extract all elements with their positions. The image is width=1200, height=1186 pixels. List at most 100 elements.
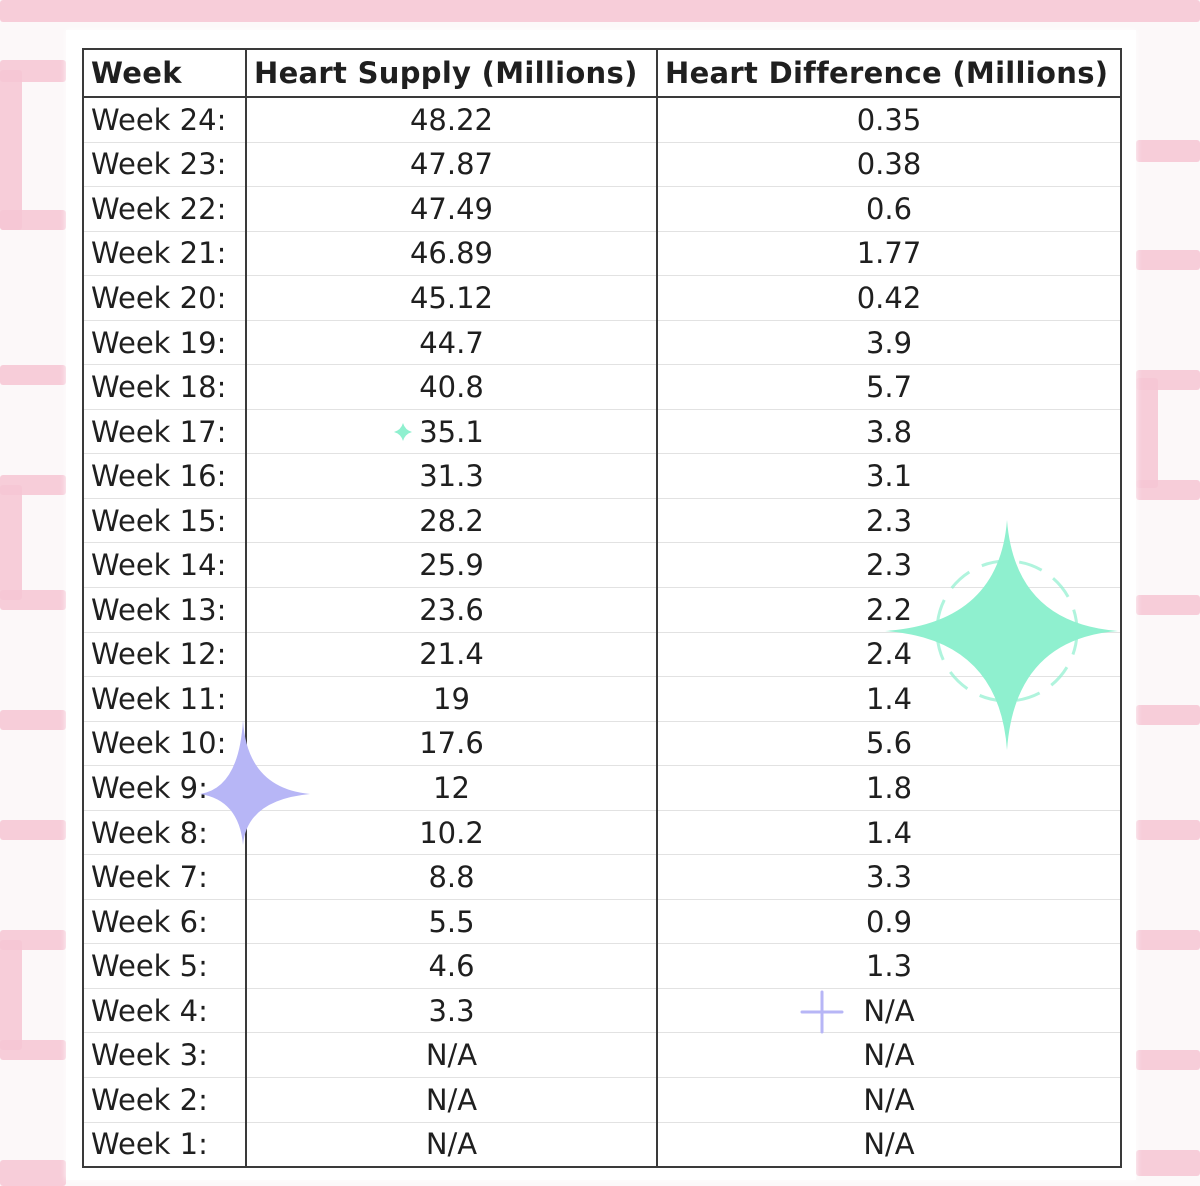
week-cell: Week 15: [82,498,247,544]
difference-cell: N/A [656,1077,1122,1123]
difference-cell: N/A [656,1122,1122,1169]
week-cell: Week 11: [82,676,247,722]
table-row: Week 21: 46.89 1.77 [82,231,1122,277]
week-cell: Week 13: [82,587,247,633]
header-heart-supply: Heart Supply (Millions) [245,48,658,98]
week-cell: Week 4: [82,988,247,1034]
difference-cell: 1.8 [656,765,1122,811]
table-row: Week 22: 47.49 0.6 [82,186,1122,232]
difference-cell: 0.38 [656,142,1122,188]
week-cell: Week 16: [82,453,247,499]
supply-cell: 31.3 [245,453,658,499]
sparkle-icon [885,520,1118,750]
table-row: Week 23: 47.87 0.38 [82,142,1122,188]
week-cell: Week 23: [82,142,247,188]
table-row: Week 3: N/A N/A [82,1032,1122,1079]
supply-cell: 47.49 [245,186,658,232]
table-row: Week 10: 17.6 5.6 [82,721,1122,767]
table-row: Week 5: 4.6 1.3 [82,943,1122,989]
difference-cell: 0.42 [656,275,1122,321]
supply-cell: 12 [245,765,658,811]
sparkle-icon [200,720,310,845]
difference-cell: 3.9 [656,320,1122,366]
supply-cell: 44.7 [245,320,658,366]
supply-cell: 40.8 [245,364,658,410]
supply-cell: 17.6 [245,721,658,767]
table-row: Week 1: N/A N/A [82,1122,1122,1169]
difference-cell: 1.3 [656,943,1122,989]
supply-cell: 47.87 [245,142,658,188]
difference-cell: 5.6 [656,721,1122,767]
week-cell: Week 3: [82,1032,247,1079]
difference-cell: 1.4 [656,676,1122,722]
supply-cell: 45.12 [245,275,658,321]
table-row: Week 17: 35.1 3.8 [82,409,1122,455]
difference-cell: 1.4 [656,810,1122,856]
week-cell: Week 8: [82,810,247,856]
week-cell: Week 18: [82,364,247,410]
table-header-row: Week Heart Supply (Millions) Heart Diffe… [82,48,1122,98]
supply-cell: 4.6 [245,943,658,989]
table-row: Week 6: 5.5 0.9 [82,899,1122,945]
week-cell: Week 19: [82,320,247,366]
sparkle-icon [394,423,412,441]
table-row: Week 20: 45.12 0.42 [82,275,1122,321]
difference-cell: 0.9 [656,899,1122,945]
table-row: Week 18: 40.8 5.7 [82,364,1122,410]
difference-cell: 3.8 [656,409,1122,455]
supply-cell: 5.5 [245,899,658,945]
week-cell: Week 2: [82,1077,247,1123]
table-row: Week 8: 10.2 1.4 [82,810,1122,856]
table-row: Week 15: 28.2 2.3 [82,498,1122,544]
header-heart-difference: Heart Difference (Millions) [656,48,1122,98]
difference-cell: N/A [656,1032,1122,1079]
difference-cell: 0.35 [656,97,1122,143]
table-row: Week 2: N/A N/A [82,1077,1122,1123]
table-row: Week 16: 31.3 3.1 [82,453,1122,499]
supply-cell: 46.89 [245,231,658,277]
week-cell: Week 20: [82,275,247,321]
supply-cell: 8.8 [245,854,658,900]
supply-cell: 23.6 [245,587,658,633]
table-row: Week 11: 19 1.4 [82,676,1122,722]
week-cell: Week 14: [82,542,247,589]
heart-supply-table: Week Heart Supply (Millions) Heart Diffe… [82,48,1122,1169]
difference-cell: 0.6 [656,186,1122,232]
week-cell: Week 1: [82,1122,247,1169]
difference-cell: 2.3 [656,498,1122,544]
supply-cell: 48.22 [245,97,658,143]
supply-cell: 35.1 [245,409,658,455]
week-cell: Week 21: [82,231,247,277]
supply-cell: 28.2 [245,498,658,544]
week-cell: Week 24: [82,97,247,143]
difference-cell: 3.3 [656,854,1122,900]
difference-cell: 5.7 [656,364,1122,410]
week-cell: Week 7: [82,854,247,900]
table-row: Week 4: 3.3 N/A [82,988,1122,1034]
table-row: Week 7: 8.8 3.3 [82,854,1122,900]
week-cell: Week 10: [82,721,247,767]
supply-cell: 3.3 [245,988,658,1034]
table-row: Week 24: 48.22 0.35 [82,97,1122,143]
supply-cell: 25.9 [245,542,658,589]
supply-cell: N/A [245,1122,658,1169]
table-row: Week 9: 12 1.8 [82,765,1122,811]
week-cell: Week 17: [82,409,247,455]
sparkle-icon [800,990,844,1034]
supply-cell: 19 [245,676,658,722]
table-row: Week 14: 25.9 2.3 [82,542,1122,589]
supply-cell: N/A [245,1077,658,1123]
difference-cell: 2.3 [656,542,1122,589]
supply-cell: N/A [245,1032,658,1079]
supply-cell: 10.2 [245,810,658,856]
week-cell: Week 12: [82,632,247,678]
header-week: Week [82,48,247,98]
week-cell: Week 6: [82,899,247,945]
difference-cell: 3.1 [656,453,1122,499]
supply-cell: 21.4 [245,632,658,678]
difference-cell: 1.77 [656,231,1122,277]
table-row: Week 19: 44.7 3.9 [82,320,1122,366]
difference-cell: N/A [656,988,1122,1034]
week-cell: Week 22: [82,186,247,232]
